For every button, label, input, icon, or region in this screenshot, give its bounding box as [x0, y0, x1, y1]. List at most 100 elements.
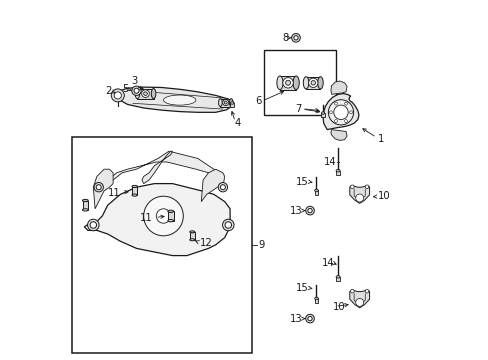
Polygon shape [201, 169, 224, 202]
Circle shape [350, 289, 353, 293]
Circle shape [329, 111, 332, 114]
Bar [82, 201, 88, 210]
Ellipse shape [229, 99, 232, 107]
Bar [264, 50, 336, 115]
Bar [220, 99, 231, 107]
Text: 14: 14 [323, 157, 336, 167]
Circle shape [156, 209, 170, 223]
Circle shape [224, 101, 227, 104]
Text: 2: 2 [105, 86, 111, 96]
Circle shape [355, 194, 363, 202]
Text: 3: 3 [131, 76, 137, 86]
Ellipse shape [292, 76, 299, 90]
Circle shape [333, 105, 347, 120]
Circle shape [222, 219, 234, 231]
Text: 11: 11 [107, 188, 120, 198]
Bar [72, 137, 251, 353]
Bar [314, 190, 318, 195]
Text: 5: 5 [122, 84, 128, 94]
Text: 7: 7 [294, 104, 301, 114]
Circle shape [143, 196, 183, 236]
Circle shape [344, 102, 347, 105]
Ellipse shape [303, 77, 308, 89]
Circle shape [220, 185, 225, 190]
Circle shape [307, 208, 311, 213]
Polygon shape [349, 186, 369, 203]
Circle shape [282, 78, 293, 88]
Ellipse shape [317, 77, 323, 89]
Ellipse shape [151, 89, 156, 99]
Text: 12: 12 [199, 238, 212, 248]
Circle shape [111, 89, 124, 102]
Bar [230, 103, 234, 107]
Text: 1: 1 [377, 134, 383, 144]
Circle shape [308, 78, 317, 87]
Text: 14: 14 [321, 258, 334, 268]
Bar [280, 76, 296, 90]
Text: 10: 10 [377, 191, 389, 201]
Circle shape [223, 100, 228, 105]
Bar [321, 113, 324, 117]
Bar [314, 298, 318, 303]
Ellipse shape [314, 189, 318, 192]
Text: 10: 10 [332, 302, 345, 312]
Circle shape [218, 183, 227, 192]
Circle shape [291, 33, 300, 42]
Ellipse shape [82, 209, 88, 211]
Circle shape [334, 102, 337, 105]
Circle shape [143, 92, 147, 95]
Circle shape [285, 80, 290, 85]
Bar [335, 277, 339, 281]
Bar [305, 77, 320, 89]
Circle shape [132, 86, 141, 95]
Circle shape [87, 219, 99, 231]
Circle shape [355, 298, 363, 306]
Ellipse shape [82, 199, 88, 202]
Ellipse shape [335, 169, 339, 172]
Circle shape [305, 314, 314, 323]
Circle shape [96, 185, 101, 190]
Text: 4: 4 [234, 118, 240, 128]
Polygon shape [93, 169, 113, 209]
Ellipse shape [321, 112, 324, 114]
Circle shape [349, 111, 352, 114]
Polygon shape [349, 291, 369, 308]
Circle shape [365, 185, 368, 189]
Bar [167, 211, 173, 221]
Circle shape [307, 316, 311, 321]
Text: 11: 11 [140, 213, 152, 223]
Circle shape [305, 206, 314, 215]
Ellipse shape [163, 95, 196, 105]
Circle shape [142, 90, 149, 98]
Ellipse shape [132, 185, 137, 188]
Text: 13: 13 [289, 206, 302, 216]
Ellipse shape [276, 76, 283, 90]
Polygon shape [322, 94, 358, 130]
Polygon shape [330, 81, 346, 94]
Circle shape [350, 185, 353, 189]
Ellipse shape [230, 102, 234, 104]
Ellipse shape [132, 194, 137, 196]
Circle shape [334, 120, 337, 122]
Circle shape [293, 36, 298, 40]
Polygon shape [330, 130, 346, 140]
Text: 13: 13 [289, 314, 302, 324]
Circle shape [134, 88, 139, 93]
Circle shape [114, 92, 121, 99]
Text: 15: 15 [295, 283, 308, 293]
Bar [189, 232, 194, 240]
Polygon shape [107, 151, 219, 180]
Bar [335, 171, 339, 175]
Circle shape [328, 100, 353, 125]
Text: 15: 15 [295, 177, 308, 187]
Ellipse shape [314, 297, 318, 300]
Ellipse shape [189, 231, 194, 233]
Circle shape [344, 120, 347, 122]
Ellipse shape [167, 210, 173, 212]
Text: 6: 6 [255, 96, 261, 106]
Ellipse shape [218, 99, 222, 107]
Circle shape [94, 183, 103, 192]
Circle shape [365, 289, 368, 293]
Ellipse shape [335, 276, 339, 278]
Polygon shape [114, 87, 233, 112]
